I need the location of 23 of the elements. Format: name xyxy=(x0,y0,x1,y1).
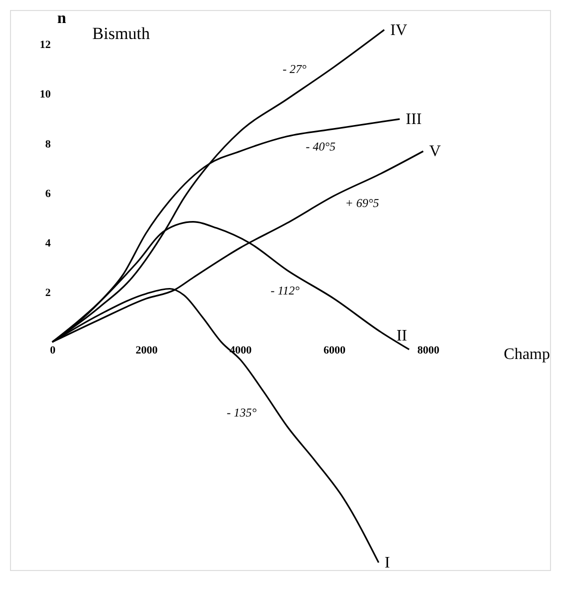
x-tick-label: 2000 xyxy=(136,344,158,357)
x-tick-label: 8000 xyxy=(417,344,440,357)
y-tick-label: 10 xyxy=(40,88,52,101)
x-tick-label: 0 xyxy=(50,344,56,357)
series-label: III xyxy=(406,111,422,128)
annotation: - 40°5 xyxy=(306,139,336,154)
x-axis-title: Champ xyxy=(504,346,550,364)
annotation: + 69°5 xyxy=(345,196,380,210)
y-tick-label: 8 xyxy=(45,138,52,150)
y-tick-label: 4 xyxy=(45,237,52,250)
y-tick-label: 6 xyxy=(45,188,52,200)
annotation: - 112° xyxy=(270,284,300,298)
y-axis-title: n xyxy=(57,10,66,27)
annotation: - 135° xyxy=(226,405,257,420)
series-label: I xyxy=(384,554,390,572)
y-tick-label: 2 xyxy=(45,286,52,299)
annotation: - 27° xyxy=(282,62,307,76)
series-label: IV xyxy=(390,22,408,39)
y-tick-label: 12 xyxy=(40,39,52,52)
series-label: II xyxy=(396,327,408,344)
x-tick-label: 6000 xyxy=(324,344,346,357)
series-label: V xyxy=(429,143,442,160)
text: Bismuth xyxy=(92,24,150,43)
